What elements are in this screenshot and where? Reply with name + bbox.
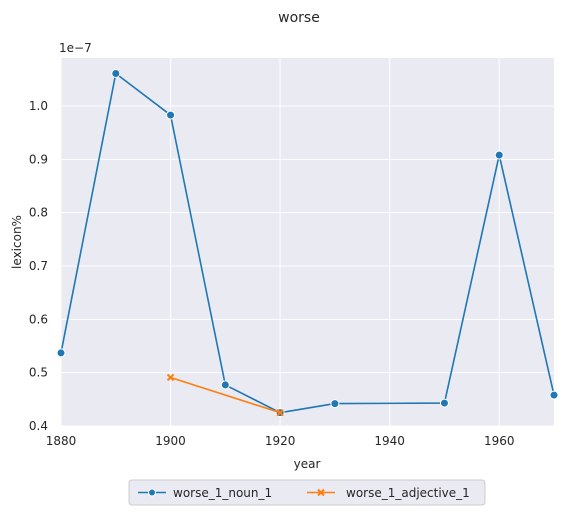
x-tick-label: 1900 [155, 434, 186, 448]
plot-area [61, 58, 554, 426]
x-tick-label: 1960 [484, 434, 515, 448]
legend-noun-marker [148, 488, 156, 497]
x-tick-label: 1940 [374, 434, 405, 448]
legend: worse_1_noun_1 worse_1_adjective_1 [128, 479, 486, 506]
legend-adjective-label: worse_1_adjective_1 [346, 486, 470, 500]
tick-labels: 1880 1900 1920 1940 1960 0.4 0.5 0.6 0.7 0.8 0.9 1.… [29, 99, 515, 448]
y-tick-label: 1.0 [29, 99, 48, 113]
chart-title: worse [278, 10, 320, 26]
data-point [276, 408, 284, 417]
y-axis-label: lexicon% [10, 215, 24, 269]
series-lines [56, 68, 559, 418]
y-offset-label: 1e−7 [59, 41, 92, 55]
data-point [166, 373, 175, 382]
legend-noun-label: worse_1_noun_1 [173, 486, 272, 500]
data-point [111, 68, 121, 78]
data-point [56, 348, 66, 358]
y-tick-label: 0.4 [29, 419, 48, 433]
data-point [220, 380, 230, 390]
x-tick-label: 1880 [46, 434, 77, 448]
grid-lines [60, 58, 554, 427]
x-tick-label: 1920 [265, 434, 296, 448]
y-tick-label: 0.6 [29, 312, 48, 326]
y-tick-label: 0.9 [29, 152, 48, 166]
y-tick-label: 0.8 [29, 206, 48, 220]
data-point [439, 398, 449, 408]
y-tick-label: 0.5 [29, 366, 48, 380]
y-tick-label: 0.7 [29, 259, 48, 273]
data-point [330, 399, 340, 409]
series-line-1 [170, 376, 281, 414]
legend-adjective-marker [317, 488, 325, 497]
x-axis-label: year [294, 457, 321, 471]
data-point [166, 110, 176, 120]
data-point [549, 390, 559, 400]
data-point [494, 150, 504, 160]
